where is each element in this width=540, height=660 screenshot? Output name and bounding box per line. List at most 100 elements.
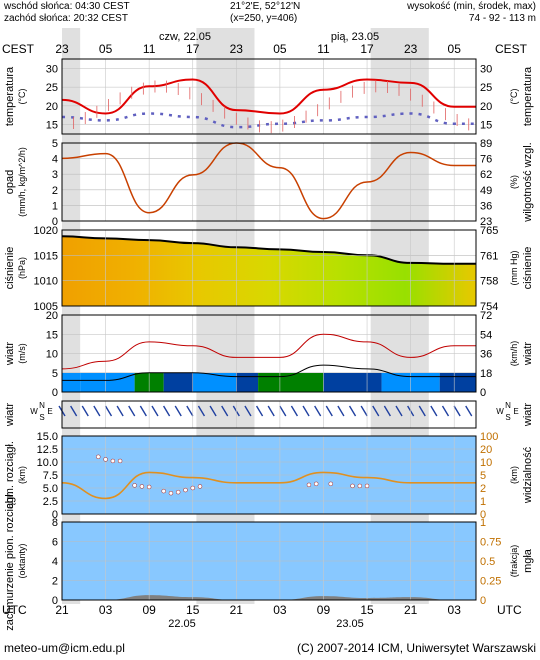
left-tick-label: 8 xyxy=(52,517,58,529)
right-tick-label: 5 xyxy=(480,470,486,482)
top-hour-label: 05 xyxy=(448,42,462,56)
axis-title: (km) xyxy=(17,466,27,484)
cloud-base-dot xyxy=(350,483,355,489)
wind-arrow xyxy=(337,405,345,417)
axis-title: opad xyxy=(4,170,16,194)
wind-arrow xyxy=(383,405,391,417)
cloud-base-dot xyxy=(364,483,370,489)
axis-title: (km/h) xyxy=(509,341,519,367)
axis-title: (km) xyxy=(509,466,519,484)
axis-title: (m/s) xyxy=(17,343,27,364)
compass-label: E xyxy=(513,407,518,416)
left-tick-label: 1010 xyxy=(34,276,58,288)
panel-frame xyxy=(61,400,477,429)
axis-title: mgła xyxy=(522,548,534,573)
cloud-base-dot xyxy=(146,484,152,490)
right-tick-label: 54 xyxy=(480,329,492,341)
day1-bottom-label: 22.05 xyxy=(168,618,196,630)
cloud-base-dot xyxy=(110,458,116,464)
wind-speed-bar xyxy=(62,372,81,392)
wind-arrow xyxy=(279,405,287,417)
left-tick-label: 25 xyxy=(46,82,58,94)
right-tick-label: 89 xyxy=(480,138,492,150)
right-tick-label: 18 xyxy=(480,368,492,380)
right-tick-label: 20 xyxy=(480,101,492,113)
wind-speed-bar xyxy=(163,372,193,392)
left-tick-label: 1005 xyxy=(34,301,58,313)
compass-label: W xyxy=(30,407,38,416)
right-tick-label: 0 xyxy=(480,509,486,521)
wind-arrow xyxy=(290,405,299,417)
cloud-base-dot xyxy=(306,482,312,488)
left-tick-label: 0 xyxy=(52,216,58,228)
wind-arrow xyxy=(209,405,217,417)
contact-email[interactable]: meteo-um@icm.edu.pl xyxy=(4,641,125,655)
right-tick-label: 1 xyxy=(480,517,486,529)
wind-arrow xyxy=(151,405,159,417)
wind-arrow xyxy=(302,405,310,417)
right-tick-label: 1 xyxy=(480,496,486,508)
axis-title: wiatr xyxy=(4,403,16,428)
timezone-top-right: CEST xyxy=(495,42,528,56)
left-tick-label: 4 xyxy=(52,556,58,568)
timezone-top-left: CEST xyxy=(2,42,35,56)
panel-frame xyxy=(61,142,477,222)
pressure-fill xyxy=(62,236,476,306)
right-tick-label: 0.75 xyxy=(480,537,501,549)
series-line xyxy=(61,471,476,500)
compass-right: NSW E xyxy=(496,401,518,422)
day2-bottom-label: 23.05 xyxy=(336,618,364,630)
series-line xyxy=(62,364,476,381)
left-tick-label: 2 xyxy=(52,185,58,197)
wind-arrow xyxy=(360,405,368,417)
cloud-base-dot xyxy=(161,488,166,494)
bottom-hour-label: 21 xyxy=(230,603,244,617)
axis-title: (mm/h, kg/m^2/h) xyxy=(17,147,27,217)
cloud-base-markers xyxy=(96,454,370,496)
day2-top-label: pią, 23.05 xyxy=(331,31,379,43)
bottom-hour-label: 15 xyxy=(186,603,200,617)
timezone-bottom-right: UTC xyxy=(497,603,522,617)
wind-direction-arrows xyxy=(58,405,473,417)
left-tick-label: 0 xyxy=(52,595,58,607)
wind-arrow xyxy=(430,405,438,417)
right-tick-label: 36 xyxy=(480,349,492,361)
series-line xyxy=(61,333,476,370)
wind-arrow xyxy=(348,405,357,417)
wind-arrow xyxy=(116,405,124,417)
wind-arrow xyxy=(139,405,147,417)
axis-title: chm. rozciągł. xyxy=(4,441,16,509)
panel-precipitation_humidity: 5 4 3 2 1 0 89 76 62 49 36 23 opad (mm/h, kg/m^2/h) (%… xyxy=(4,138,534,228)
right-tick-label: 0 xyxy=(480,595,486,607)
right-tick-label: 0.25 xyxy=(480,576,501,588)
left-tick-label: 1015 xyxy=(34,250,58,262)
top-hour-label: 05 xyxy=(99,42,113,56)
axis-title: (°C) xyxy=(17,88,27,104)
cloud-base-dot xyxy=(190,485,195,491)
right-tick-label: 15 xyxy=(480,120,492,132)
sunset-text: zachód słońca: 20:32 CEST xyxy=(4,13,128,24)
wind-arrow xyxy=(221,405,229,417)
wind-arrow xyxy=(197,405,206,417)
right-tick-label: 758 xyxy=(480,276,498,288)
left-tick-label: 3 xyxy=(52,169,58,181)
left-tick-label: 0 xyxy=(52,509,58,521)
day1-top-label: czw, 22.05 xyxy=(159,31,211,43)
height-values: 74 - 92 - 113 m xyxy=(469,13,536,24)
cloud-base-dot xyxy=(328,481,333,487)
cloud-base-dot xyxy=(313,481,319,487)
left-tick-label: 2 xyxy=(52,576,58,588)
left-tick-label: 15 xyxy=(46,329,58,341)
top-hour-label: 17 xyxy=(186,42,200,56)
right-tick-label: 754 xyxy=(480,301,498,313)
compass-label: S xyxy=(505,413,510,422)
wind-arrow xyxy=(81,405,89,417)
axis-title: temperatura xyxy=(522,66,534,126)
right-tick-label: 30 xyxy=(480,63,492,75)
left-tick-label: 0 xyxy=(52,387,58,399)
wind-arrow xyxy=(93,405,101,417)
top-hour-label: 11 xyxy=(317,42,330,56)
left-tick-label: 15.0 xyxy=(37,431,58,443)
left-tick-label: 30 xyxy=(46,63,58,75)
